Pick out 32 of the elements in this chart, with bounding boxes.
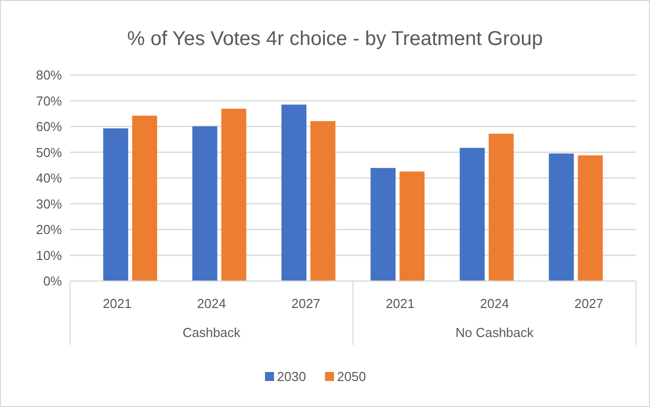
x-tick-label: 2021	[102, 296, 132, 311]
bar	[192, 126, 218, 281]
y-tick-label: 0%	[43, 274, 62, 289]
x-tick-label: 2021	[386, 296, 415, 311]
x-tick-label: 2027	[291, 296, 320, 311]
bar	[370, 168, 396, 281]
bar	[221, 108, 246, 281]
y-tick-label: 10%	[36, 248, 62, 263]
bar	[400, 172, 425, 281]
text: No Cashback	[455, 325, 534, 340]
y-tick-label: 80%	[36, 68, 62, 83]
x-tick-label: 2027	[574, 296, 604, 311]
legend-label: 2030	[277, 369, 306, 384]
bar	[281, 104, 306, 281]
y-tick-label: 40%	[36, 170, 62, 186]
bar	[460, 148, 485, 281]
text: Cashback	[182, 325, 241, 340]
legend-label: 2050	[337, 369, 366, 384]
chart-title: % of Yes Votes 4r choice - by Treatment Group	[127, 28, 543, 50]
y-tick-label: 30%	[36, 196, 62, 212]
y-tick-label: 50%	[36, 144, 62, 160]
bar	[578, 155, 603, 281]
bar	[310, 121, 336, 281]
y-tick-label: 60%	[36, 119, 62, 134]
bar	[132, 116, 158, 281]
bar	[548, 154, 574, 281]
x-tick-label: 2024	[197, 296, 226, 311]
bar	[488, 134, 514, 281]
y-tick-label: 70%	[36, 93, 62, 108]
y-tick-label: 20%	[36, 222, 62, 238]
bar	[103, 128, 128, 281]
x-tick-label: 2024	[480, 296, 509, 311]
